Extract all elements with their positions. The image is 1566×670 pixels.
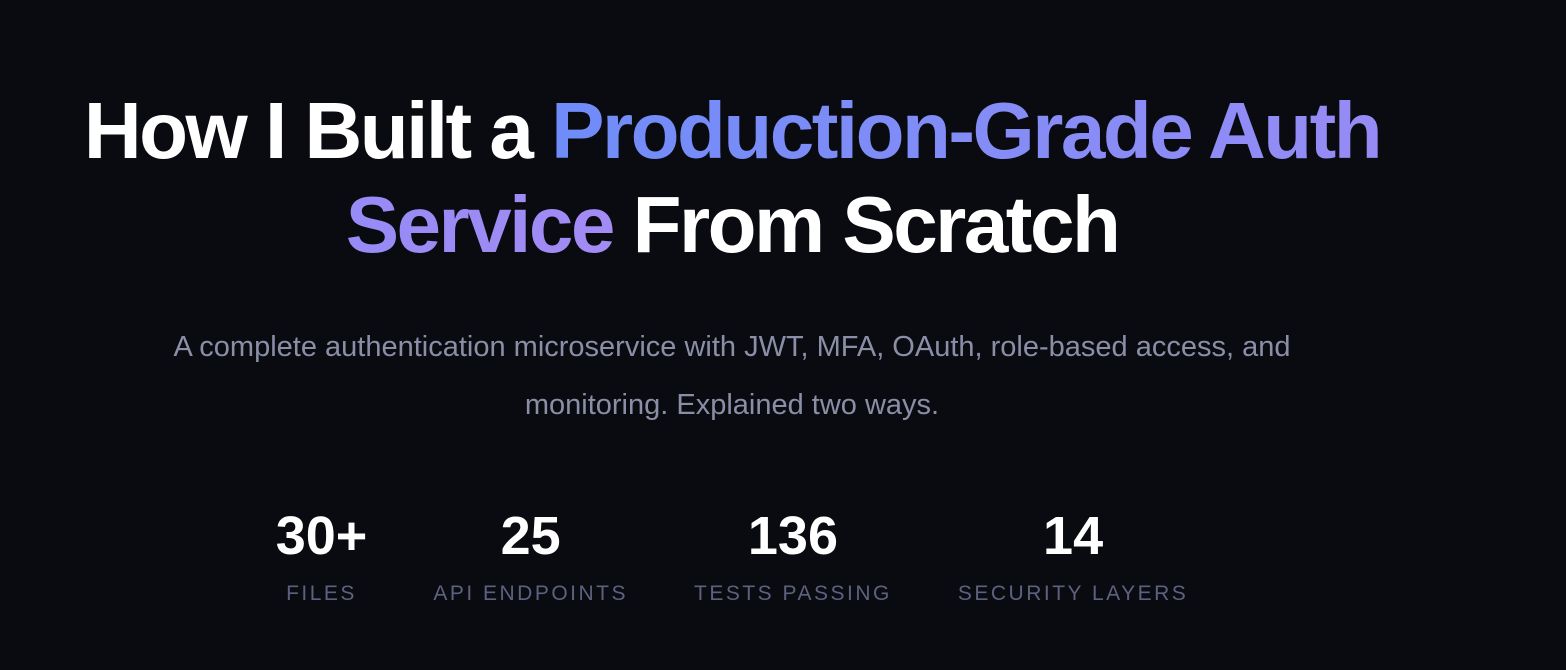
stat-label: SECURITY LAYERS <box>957 582 1189 605</box>
hero-section: How I Built a Production-Grade Auth Serv… <box>0 84 1464 606</box>
title-text: From Scratch <box>612 180 1121 269</box>
stat-label: TESTS PASSING <box>694 582 892 605</box>
stats-row: 30+ FILES 25 API ENDPOINTS 136 TESTS PAS… <box>0 506 1464 606</box>
title-highlight: Production-Grade Auth Service <box>345 86 1383 269</box>
stat-label: FILES <box>286 582 357 605</box>
stat-security-layers: 14 SECURITY LAYERS <box>958 506 1188 606</box>
stat-label: API ENDPOINTS <box>433 582 629 605</box>
stat-value: 14 <box>1043 506 1104 566</box>
page-title: How I Built a Production-Grade Auth Serv… <box>0 84 1464 272</box>
title-text: How I Built a <box>83 86 552 175</box>
stat-value: 30+ <box>275 506 368 566</box>
stat-api-endpoints: 25 API ENDPOINTS <box>433 506 628 606</box>
stat-files: 30+ FILES <box>276 506 368 606</box>
subtitle: A complete authentication microservice w… <box>173 331 1291 421</box>
stat-value: 25 <box>500 506 561 566</box>
stat-value: 136 <box>747 506 838 566</box>
stat-tests-passing: 136 TESTS PASSING <box>694 506 892 606</box>
